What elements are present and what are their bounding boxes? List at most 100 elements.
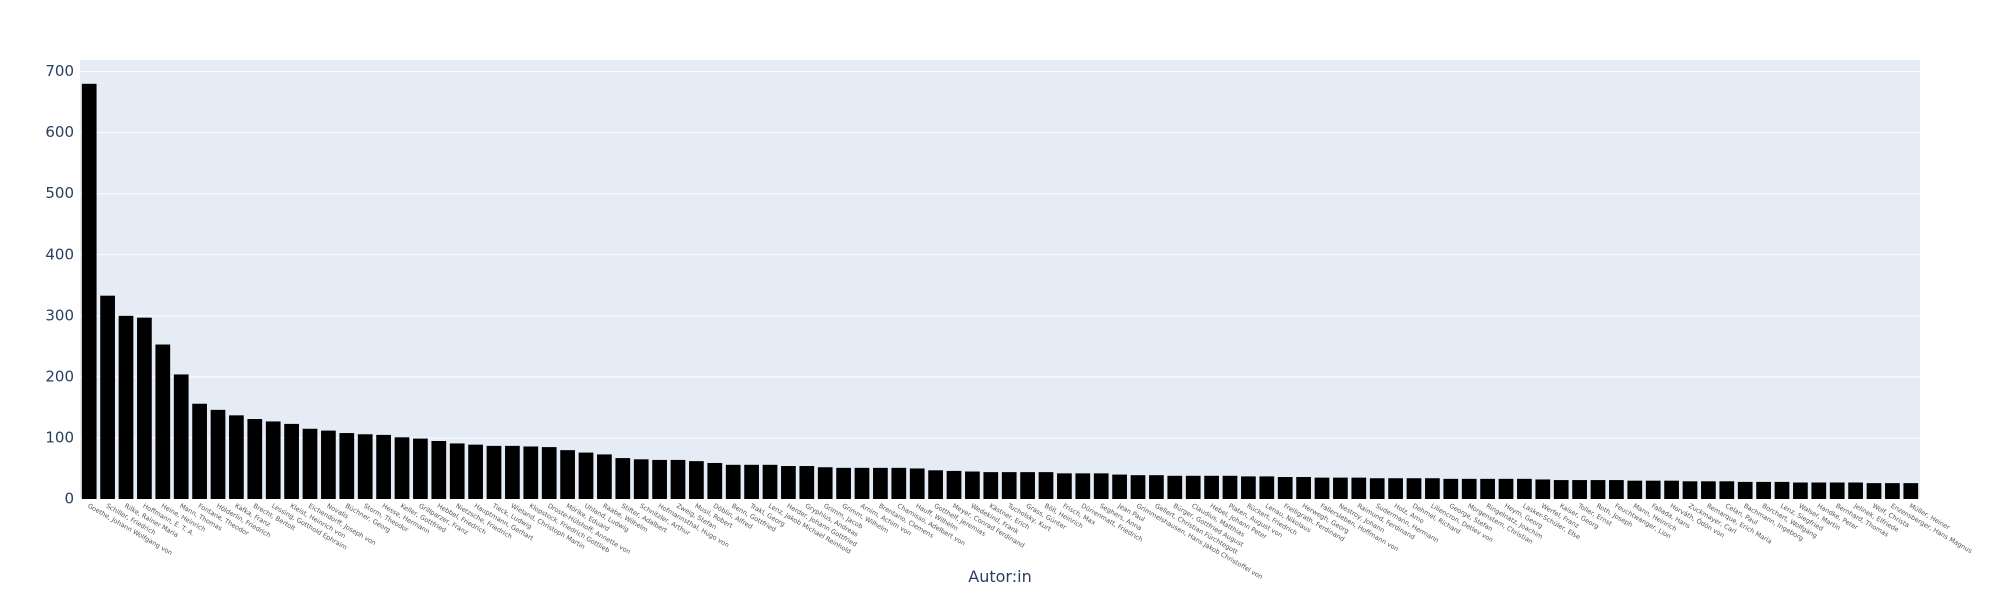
bar: [357, 434, 373, 499]
bar: [1075, 473, 1091, 499]
bar: [1296, 477, 1311, 499]
bar: [983, 472, 999, 499]
bar: [560, 450, 575, 499]
bar: [155, 344, 171, 499]
bar: [1222, 475, 1238, 499]
bar: [689, 461, 704, 499]
bar: [100, 295, 115, 499]
bar: [652, 459, 667, 499]
bar: [505, 445, 520, 499]
bar: [1461, 478, 1477, 499]
y-tick-label: 700: [45, 62, 74, 80]
bar: [339, 433, 355, 499]
bar: [1701, 481, 1716, 499]
bar: [1903, 483, 1919, 499]
bar: [1406, 478, 1422, 499]
bar: [1185, 475, 1201, 499]
bar: [578, 452, 594, 499]
bar: [799, 466, 815, 499]
bar: [247, 419, 263, 499]
bar: [1351, 477, 1367, 499]
bar: [1241, 476, 1256, 499]
bar: [413, 438, 428, 499]
bar: [118, 315, 134, 499]
bar: [1866, 483, 1882, 499]
bar: [1645, 480, 1661, 499]
bar: [1535, 479, 1551, 499]
bar: [744, 464, 759, 499]
bar: [725, 464, 741, 499]
bar: [965, 471, 980, 499]
bar: [265, 421, 281, 499]
bar: [1682, 481, 1698, 499]
bar: [1737, 481, 1753, 499]
bar: [229, 415, 244, 499]
y-tick-label: 300: [45, 306, 74, 324]
y-tick-label: 600: [45, 123, 74, 141]
bar: [192, 403, 207, 499]
bar: [928, 470, 943, 499]
bar: [173, 374, 189, 499]
bar: [854, 467, 870, 499]
bar: [1112, 474, 1127, 499]
bar: [376, 434, 391, 499]
bar: [1793, 482, 1808, 499]
bar: [1443, 478, 1459, 499]
bar: [1517, 478, 1532, 499]
bar: [1425, 478, 1440, 499]
bar: [302, 428, 318, 499]
bar: [1590, 480, 1606, 499]
bar: [486, 445, 502, 499]
bar: [284, 423, 299, 499]
bar: [1093, 473, 1109, 499]
bar: [1480, 478, 1495, 499]
bar: [762, 464, 778, 499]
bar: [1388, 478, 1403, 499]
bar: [1829, 482, 1845, 499]
bar: [707, 462, 723, 499]
bar: [817, 467, 833, 499]
bar: [1167, 475, 1183, 499]
bar: [873, 467, 888, 499]
plot-area: [80, 60, 1920, 499]
bar: [1057, 473, 1072, 499]
bar: [1314, 477, 1330, 499]
y-tick-label: 0: [64, 490, 74, 508]
bar: [1204, 475, 1219, 499]
bar: [1020, 472, 1035, 499]
bar: [449, 443, 465, 499]
bar: [1885, 483, 1900, 499]
bar: [1848, 482, 1863, 499]
y-tick-label: 500: [45, 184, 74, 202]
bar: [321, 430, 336, 499]
bar: [541, 447, 557, 499]
bar: [633, 459, 649, 499]
bar: [891, 467, 907, 499]
x-tick-label: Enzensberger, Hans Magnus: [1889, 502, 1974, 556]
bar: [394, 437, 410, 499]
bar: [670, 459, 686, 499]
bar: [1259, 476, 1275, 499]
bar: [615, 458, 631, 499]
bar: [1774, 481, 1790, 499]
bar: [1498, 478, 1514, 499]
bar: [137, 317, 152, 499]
bar: [1609, 480, 1624, 499]
bar: [1130, 475, 1146, 499]
x-axis-label: Autor:in: [968, 567, 1031, 586]
bar: [1664, 480, 1679, 499]
bar: [431, 440, 447, 499]
y-tick-label: 100: [45, 428, 74, 446]
bar: [1756, 481, 1771, 499]
bar: [468, 444, 483, 499]
bar: [1719, 481, 1735, 499]
bar: [1038, 472, 1054, 499]
y-tick-label: 200: [45, 367, 74, 385]
bar: [1553, 480, 1569, 499]
bar: [1369, 478, 1385, 499]
bar: [1333, 477, 1348, 499]
bar: [1811, 482, 1827, 499]
bar: [81, 83, 97, 499]
bar: [1277, 477, 1293, 499]
